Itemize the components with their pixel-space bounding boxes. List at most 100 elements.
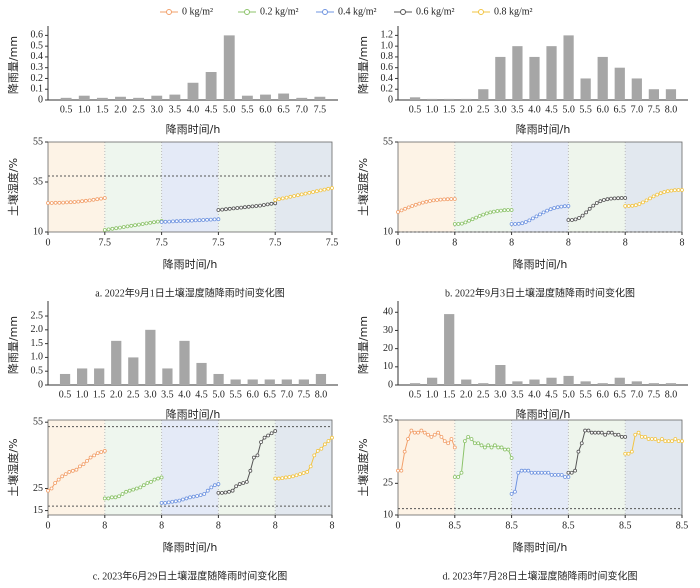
data-point: [583, 428, 588, 433]
data-point: [673, 437, 678, 441]
data-point: [466, 434, 471, 439]
x-tick-label: 4.0: [528, 104, 541, 115]
x-tick-label: 1.5: [443, 104, 456, 115]
data-point: [591, 203, 596, 208]
x-axis-label: 降雨时间/h: [516, 122, 571, 136]
y-axis-label: 降雨量/mm: [356, 36, 370, 94]
data-point: [262, 435, 267, 440]
data-point: [269, 431, 274, 436]
x-tick-label: 8: [623, 237, 628, 248]
bar: [298, 379, 309, 385]
x-tick-label: 6.0: [596, 389, 609, 400]
data-point: [472, 441, 477, 446]
x-tick-label: 4.5: [195, 389, 208, 400]
y-tick-label: 0.2: [381, 84, 394, 95]
data-point: [87, 198, 92, 203]
data-point: [227, 489, 231, 494]
data-point: [396, 468, 400, 473]
data-point: [311, 190, 315, 194]
data-point: [533, 470, 537, 475]
bar: [247, 379, 258, 385]
data-point: [163, 219, 168, 224]
data-point: [529, 470, 534, 475]
data-point: [56, 477, 61, 482]
data-point: [563, 475, 567, 479]
data-point: [173, 499, 178, 504]
data-point: [484, 211, 489, 216]
data-point: [216, 208, 221, 212]
bar: [631, 381, 642, 385]
data-point: [312, 453, 317, 458]
data-point: [283, 475, 288, 480]
data-point: [445, 197, 450, 202]
data-point: [237, 482, 242, 486]
data-point: [463, 220, 468, 225]
data-point: [61, 200, 66, 205]
data-point: [184, 496, 189, 501]
x-axis-label: 降雨时间/h: [513, 540, 568, 554]
data-point: [159, 475, 164, 480]
data-point: [308, 464, 313, 469]
segment-background: [161, 142, 219, 232]
data-point: [92, 453, 97, 458]
x-tick-label: 0: [46, 237, 51, 248]
bar: [597, 383, 608, 385]
x-tick-label: 8: [216, 520, 221, 531]
data-point: [516, 470, 521, 475]
bar: [314, 96, 326, 100]
data-point: [72, 200, 77, 204]
x-tick-label: 3.0: [151, 104, 164, 115]
y-tick-label: 1.0: [381, 40, 394, 51]
data-point: [541, 210, 546, 215]
data-point: [633, 432, 638, 437]
data-point: [633, 203, 638, 208]
data-point: [439, 434, 444, 439]
data-point: [121, 225, 126, 229]
data-point: [205, 217, 209, 222]
x-tick-label: 8.5: [562, 520, 575, 531]
x-tick-label: 8.0: [315, 389, 328, 400]
data-point: [474, 215, 479, 220]
data-point: [234, 484, 239, 489]
data-point: [83, 198, 88, 203]
data-point: [402, 449, 407, 454]
bar: [665, 383, 677, 385]
bar: [241, 95, 253, 100]
data-point: [559, 204, 564, 209]
bar: [461, 98, 472, 100]
data-point: [459, 221, 464, 226]
data-point: [579, 441, 584, 446]
data-point: [623, 204, 628, 208]
data-point: [492, 443, 497, 448]
data-point: [680, 439, 684, 444]
y-tick-label: 2.0: [31, 324, 44, 335]
y-tick-label: 0.8: [381, 51, 394, 62]
x-tick-label: 7.0: [281, 389, 294, 400]
x-axis-label: 降雨时间/h: [513, 257, 568, 271]
data-point: [239, 205, 244, 210]
data-point: [223, 490, 228, 495]
bar: [427, 377, 438, 385]
data-point: [231, 206, 236, 211]
x-tick-label: 7.5: [155, 237, 168, 248]
x-tick-label: 2.0: [460, 104, 473, 115]
x-tick-label: 4.5: [205, 104, 218, 115]
data-point: [248, 468, 253, 473]
data-point: [587, 206, 592, 211]
data-point: [127, 488, 132, 493]
y-tick-label: 10: [383, 226, 393, 237]
data-point: [113, 495, 118, 500]
legend-marker: [322, 9, 328, 15]
data-point: [186, 218, 191, 223]
y-tick-label: 30: [383, 325, 393, 336]
bar: [648, 89, 659, 100]
data-point: [170, 499, 175, 504]
bar: [205, 72, 217, 100]
bar: [145, 329, 156, 385]
data-point: [138, 485, 143, 490]
data-point: [216, 217, 221, 222]
data-point: [586, 428, 591, 433]
y-tick-label: 0: [38, 379, 43, 390]
data-point: [502, 208, 507, 213]
bar: [409, 97, 421, 100]
